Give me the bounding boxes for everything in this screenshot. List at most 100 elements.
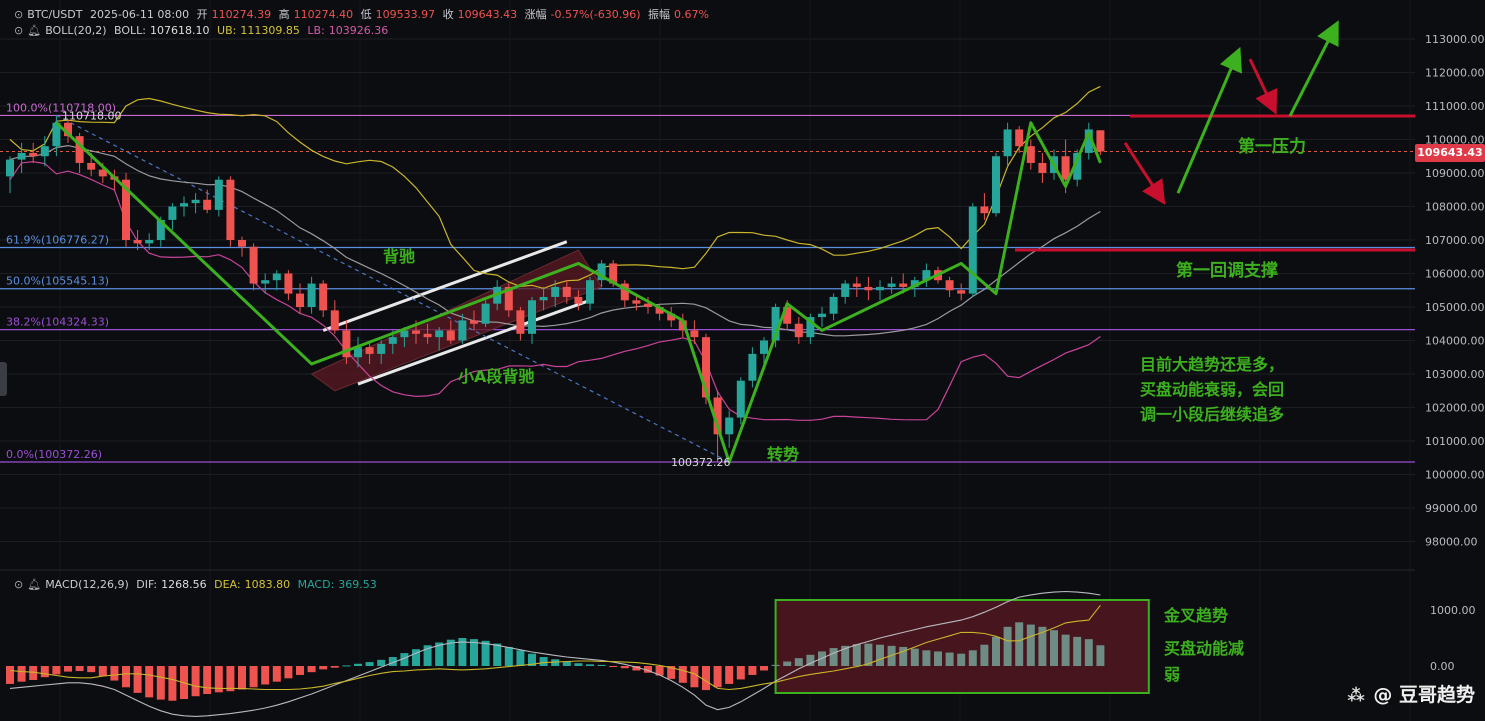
low-price-marker: 100372.26 <box>671 456 731 469</box>
candle-body <box>702 337 710 398</box>
macd-histogram-bar <box>876 644 884 666</box>
buy-momentum-label-1: 买盘动能减 <box>1164 639 1244 658</box>
candle-body <box>783 307 792 324</box>
macd-histogram-bar <box>493 643 502 666</box>
macd-histogram-bar <box>296 666 304 675</box>
candle-body <box>655 307 664 314</box>
macd-histogram-bar <box>156 666 165 700</box>
trend-note-line-1: 目前大趋势还是多， <box>1140 355 1284 374</box>
eye-icon[interactable]: ⊙ <box>14 578 24 591</box>
candle-body <box>17 152 26 160</box>
boll-middle-band <box>9 144 1101 337</box>
candle-body <box>446 330 455 341</box>
candle-body <box>1026 146 1035 163</box>
macd-histogram-bar <box>6 666 14 684</box>
candle-body <box>272 273 281 281</box>
macd-histogram-bar <box>806 654 815 666</box>
candle-body <box>52 122 61 147</box>
macd-histogram-bar <box>574 663 583 666</box>
macd-histogram-bar <box>678 666 687 683</box>
macd-histogram-bar <box>992 636 1000 666</box>
macd-histogram-bar <box>330 666 339 668</box>
macd-histogram-bar <box>864 643 873 666</box>
candle-body <box>887 283 896 287</box>
macd-histogram-bar <box>98 666 107 677</box>
trendline-overlays <box>56 114 1150 694</box>
candle-body <box>876 286 884 291</box>
macd-histogram-bar <box>609 666 618 667</box>
macd-histogram-bar <box>934 651 942 666</box>
bell-icon[interactable]: 🔔︎ <box>27 578 42 591</box>
analysis-annotations <box>55 20 1415 464</box>
macd-histogram-bar <box>388 657 397 666</box>
grid-lines <box>0 0 1415 721</box>
divergence-label: 背驰 <box>383 247 415 266</box>
candle-body <box>713 397 722 435</box>
candle-body <box>910 280 919 287</box>
candle-body <box>528 300 536 334</box>
y-tick-label: 102000.00 <box>1425 402 1485 415</box>
candle-body <box>632 300 641 304</box>
macd-name: MACD(12,26,9) <box>45 578 129 591</box>
macd-histogram-bar <box>667 666 676 679</box>
macd-histogram-bar <box>945 652 954 666</box>
candle-body <box>1073 152 1082 180</box>
eye-icon[interactable]: ⊙ <box>14 8 24 21</box>
macd-histogram-bar <box>145 666 154 698</box>
bell-icon[interactable]: 🔔︎ <box>27 24 42 37</box>
macd-histogram-bar <box>760 666 768 671</box>
panel-resize-handle[interactable] <box>0 362 7 396</box>
macd-histogram-bar <box>644 666 652 673</box>
candle-body <box>644 303 652 307</box>
y-tick-label: 109000.00 <box>1425 167 1485 180</box>
candle-body <box>597 263 606 281</box>
candle-body <box>249 246 258 284</box>
macd-histogram-bar <box>284 666 293 679</box>
macd-histogram-bar <box>214 666 223 693</box>
symbol-label: BTC/USDT <box>27 8 83 21</box>
candle-body <box>145 240 154 244</box>
candle-body <box>40 146 49 157</box>
candle-body <box>968 206 977 294</box>
candle-body <box>539 296 548 301</box>
candle-body <box>980 206 989 214</box>
dif-line <box>9 590 1101 717</box>
macd-histogram-bar <box>725 666 734 684</box>
macd-histogram-bar <box>528 653 536 666</box>
fib-label: 0.0%(100372.26) <box>6 448 102 461</box>
macd-histogram-bar <box>481 640 490 666</box>
candle-body <box>1003 129 1012 157</box>
candle-body <box>1061 156 1070 180</box>
macd-histogram-bar <box>423 645 432 666</box>
macd-histogram-bar <box>133 666 142 693</box>
watermark: ⁂ @ 豆哥趋势 <box>1347 684 1475 706</box>
macd-tick-label: 1000.00 <box>1430 604 1476 617</box>
y-tick-label: 98000.00 <box>1425 536 1478 549</box>
candle-body <box>75 136 84 163</box>
macd-histogram-bar <box>632 666 641 671</box>
candle-body <box>122 179 130 240</box>
price-axis: 98000.00 99000.00 100000.00 101000.00 102000… <box>1425 33 1485 549</box>
candle-body <box>748 353 757 381</box>
candlestick-series <box>6 115 1105 463</box>
candle-body <box>481 303 490 324</box>
fib-label: 61.9%(106776.27) <box>6 233 109 246</box>
macd-histogram-bar <box>516 650 525 666</box>
candle-body <box>307 283 316 307</box>
y-tick-label: 105000.00 <box>1425 301 1485 314</box>
candle-body <box>562 286 571 297</box>
macd-histogram-bar <box>319 666 328 670</box>
candle-body <box>377 343 386 354</box>
candle-body <box>458 320 467 341</box>
eye-icon[interactable]: ⊙ <box>14 24 24 37</box>
fib-label: 50.0%(105545.13) <box>6 275 109 288</box>
y-tick-label: 108000.00 <box>1425 201 1485 214</box>
candle-body <box>470 320 478 324</box>
macd-histogram-bar <box>957 653 966 666</box>
candle-body <box>156 219 165 240</box>
macd-histogram-bar <box>794 658 803 666</box>
boll-value: 107618.10 <box>150 24 210 37</box>
macd-histogram-bar <box>64 666 72 672</box>
candle-body <box>1084 129 1093 153</box>
